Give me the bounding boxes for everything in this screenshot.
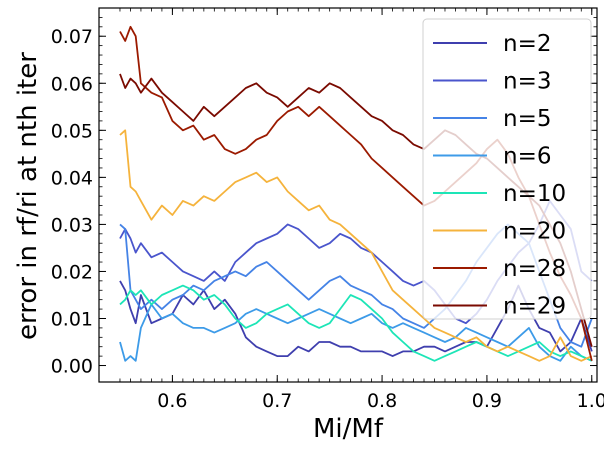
x-tick-label: 1.0 xyxy=(577,390,604,412)
y-tick-label: 0.02 xyxy=(51,261,93,283)
y-tick-label: 0.04 xyxy=(51,167,93,189)
ticks-layer: 0.6 0.7 0.8 0.9 1.0 0.00 0.01 0.02 0.03 0.04 0.05 0… xyxy=(51,8,604,412)
plot-frame xyxy=(98,7,598,383)
x-tick-label: 0.9 xyxy=(472,390,502,412)
legend-label-5: n=10 xyxy=(503,181,566,207)
legend-box xyxy=(422,18,592,320)
series-line-4 xyxy=(119,303,593,362)
legend: n=2 n=3 n=5 n=6 n=10 n=20 n=28 n=29 xyxy=(422,18,592,320)
y-axis-title: error in rf/ri at nth iter xyxy=(13,52,43,340)
legend-label-6: n=20 xyxy=(503,219,566,245)
series-line-6 xyxy=(119,129,593,362)
series-line-5 xyxy=(119,284,593,362)
series-layer xyxy=(119,25,593,362)
legend-label-2: n=3 xyxy=(503,69,551,95)
legend-label-4: n=6 xyxy=(503,144,551,170)
y-tick-label: 0.03 xyxy=(51,214,93,236)
y-tick-label: 0.06 xyxy=(51,73,93,95)
legend-label-7: n=28 xyxy=(503,256,566,282)
x-tick-label: 0.6 xyxy=(157,390,187,412)
x-tick-label: 0.8 xyxy=(367,390,397,412)
y-tick-label: 0.07 xyxy=(51,26,93,48)
y-tick-label: 0.00 xyxy=(51,356,93,378)
x-axis-title: Mi/Mf xyxy=(313,414,384,444)
x-tick-label: 0.7 xyxy=(262,390,292,412)
legend-label-3: n=5 xyxy=(503,106,551,132)
y-tick-label: 0.05 xyxy=(51,120,93,142)
y-tick-label: 0.01 xyxy=(51,308,93,330)
legend-label-1: n=2 xyxy=(503,31,551,57)
legend-label-8: n=29 xyxy=(503,294,566,320)
